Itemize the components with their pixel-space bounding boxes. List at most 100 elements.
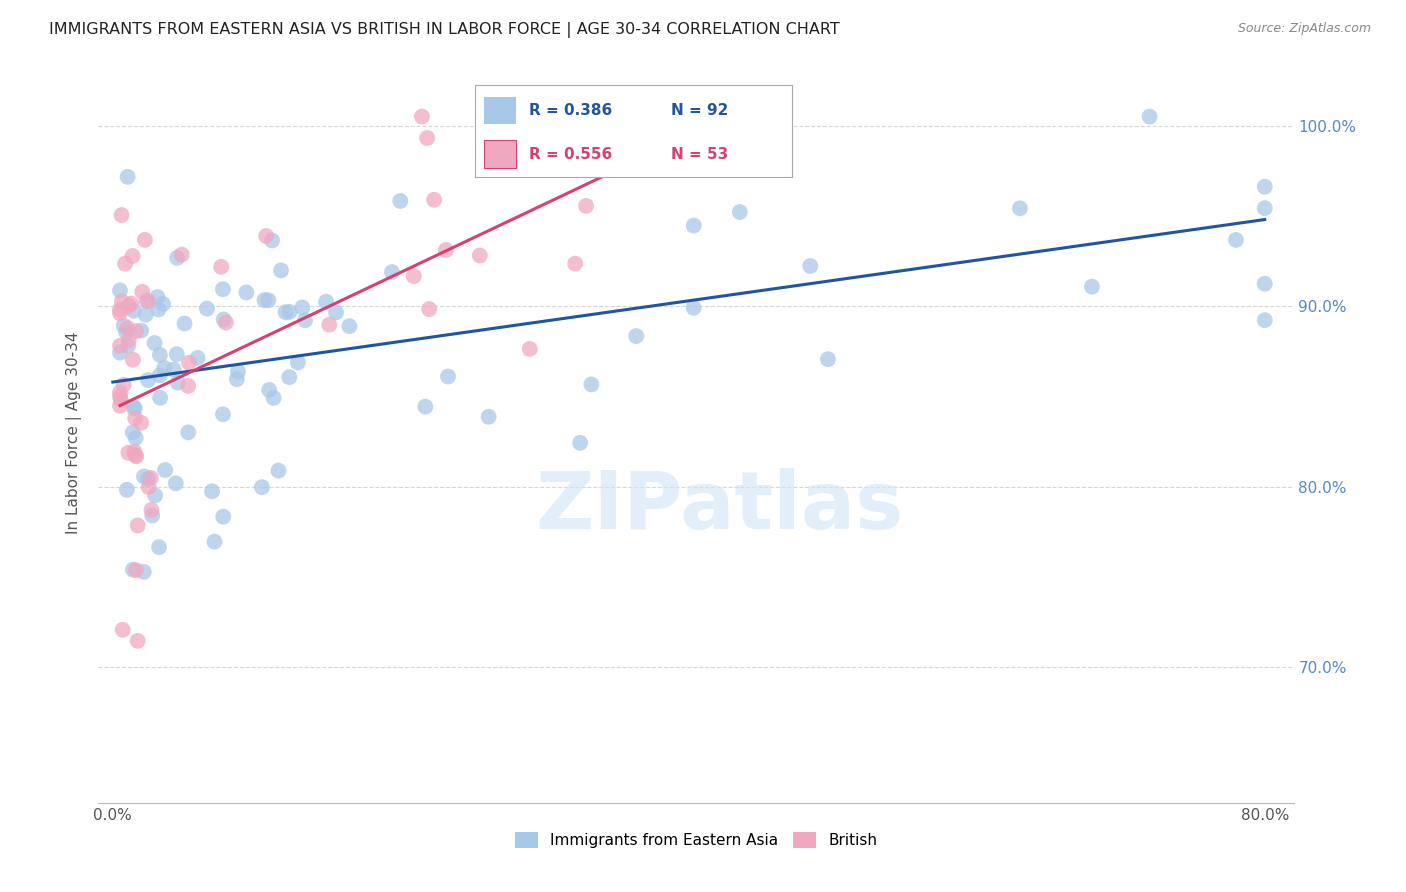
Point [153, 361, 176, 376]
Point [124, 448, 146, 462]
Point [600, 114, 623, 128]
Point [817, 352, 839, 367]
Point [149, 348, 172, 362]
Point [117, 339, 139, 353]
Y-axis label: In Labor Force | Age 30-34: In Labor Force | Age 30-34 [66, 331, 83, 534]
Point [389, 194, 412, 208]
Point [1081, 279, 1104, 293]
Point [122, 303, 145, 318]
Point [318, 318, 340, 332]
Point [115, 483, 138, 497]
Point [141, 508, 163, 523]
Point [110, 392, 132, 407]
Point [132, 565, 155, 579]
Point [136, 373, 159, 387]
Point [117, 299, 139, 313]
Point [122, 563, 145, 577]
Point [415, 400, 437, 414]
Point [541, 120, 564, 134]
Point [111, 294, 134, 309]
Point [124, 411, 146, 425]
Point [225, 372, 247, 386]
Point [1254, 277, 1277, 291]
Point [257, 293, 280, 308]
Point [575, 199, 598, 213]
Point [135, 293, 157, 308]
Point [115, 325, 138, 339]
Point [108, 284, 131, 298]
Point [124, 401, 146, 416]
Point [1139, 110, 1161, 124]
Point [253, 293, 276, 307]
Point [148, 302, 170, 317]
Point [122, 401, 145, 415]
Point [108, 306, 131, 320]
Point [108, 399, 131, 413]
Point [212, 407, 235, 421]
Point [270, 263, 292, 277]
Point [108, 385, 131, 400]
Point [337, 319, 360, 334]
Point [263, 391, 285, 405]
Point [177, 379, 200, 393]
Point [569, 435, 592, 450]
Point [141, 503, 163, 517]
Point [1225, 233, 1247, 247]
Point [177, 356, 200, 370]
Point [167, 376, 190, 390]
Point [125, 324, 148, 338]
Point [135, 308, 157, 322]
Point [143, 488, 166, 502]
Point [315, 294, 337, 309]
Point [411, 110, 433, 124]
Point [110, 208, 132, 222]
Point [204, 534, 226, 549]
Point [682, 219, 704, 233]
Point [416, 131, 439, 145]
Point [127, 518, 149, 533]
Point [117, 334, 139, 348]
Point [170, 247, 193, 261]
Point [134, 233, 156, 247]
Point [148, 540, 170, 554]
Point [1254, 313, 1277, 327]
Point [260, 234, 283, 248]
Point [278, 370, 301, 384]
Point [212, 282, 235, 296]
Point [468, 248, 491, 262]
Point [117, 321, 139, 335]
Point [381, 265, 404, 279]
Point [177, 425, 200, 440]
Text: Source: ZipAtlas.com: Source: ZipAtlas.com [1237, 22, 1371, 36]
Point [108, 345, 131, 359]
Point [108, 339, 131, 353]
Point [624, 329, 647, 343]
Point [195, 301, 218, 316]
Point [112, 318, 135, 333]
Point [226, 365, 249, 379]
Point [1008, 202, 1031, 216]
Point [287, 355, 309, 369]
Point [212, 312, 235, 326]
Point [129, 324, 152, 338]
Point [121, 425, 143, 440]
Point [120, 296, 142, 310]
Point [682, 301, 704, 315]
Point [437, 369, 460, 384]
Point [799, 259, 821, 273]
Point [136, 472, 159, 486]
Point [127, 633, 149, 648]
Point [121, 249, 143, 263]
Point [111, 623, 134, 637]
Point [138, 480, 160, 494]
Point [212, 509, 235, 524]
Point [235, 285, 257, 300]
Point [201, 484, 224, 499]
Point [114, 257, 136, 271]
Point [139, 471, 162, 485]
Point [294, 313, 316, 327]
Point [267, 464, 290, 478]
Text: ZIPatlas: ZIPatlas [536, 467, 904, 546]
Point [291, 301, 314, 315]
Point [163, 362, 186, 376]
